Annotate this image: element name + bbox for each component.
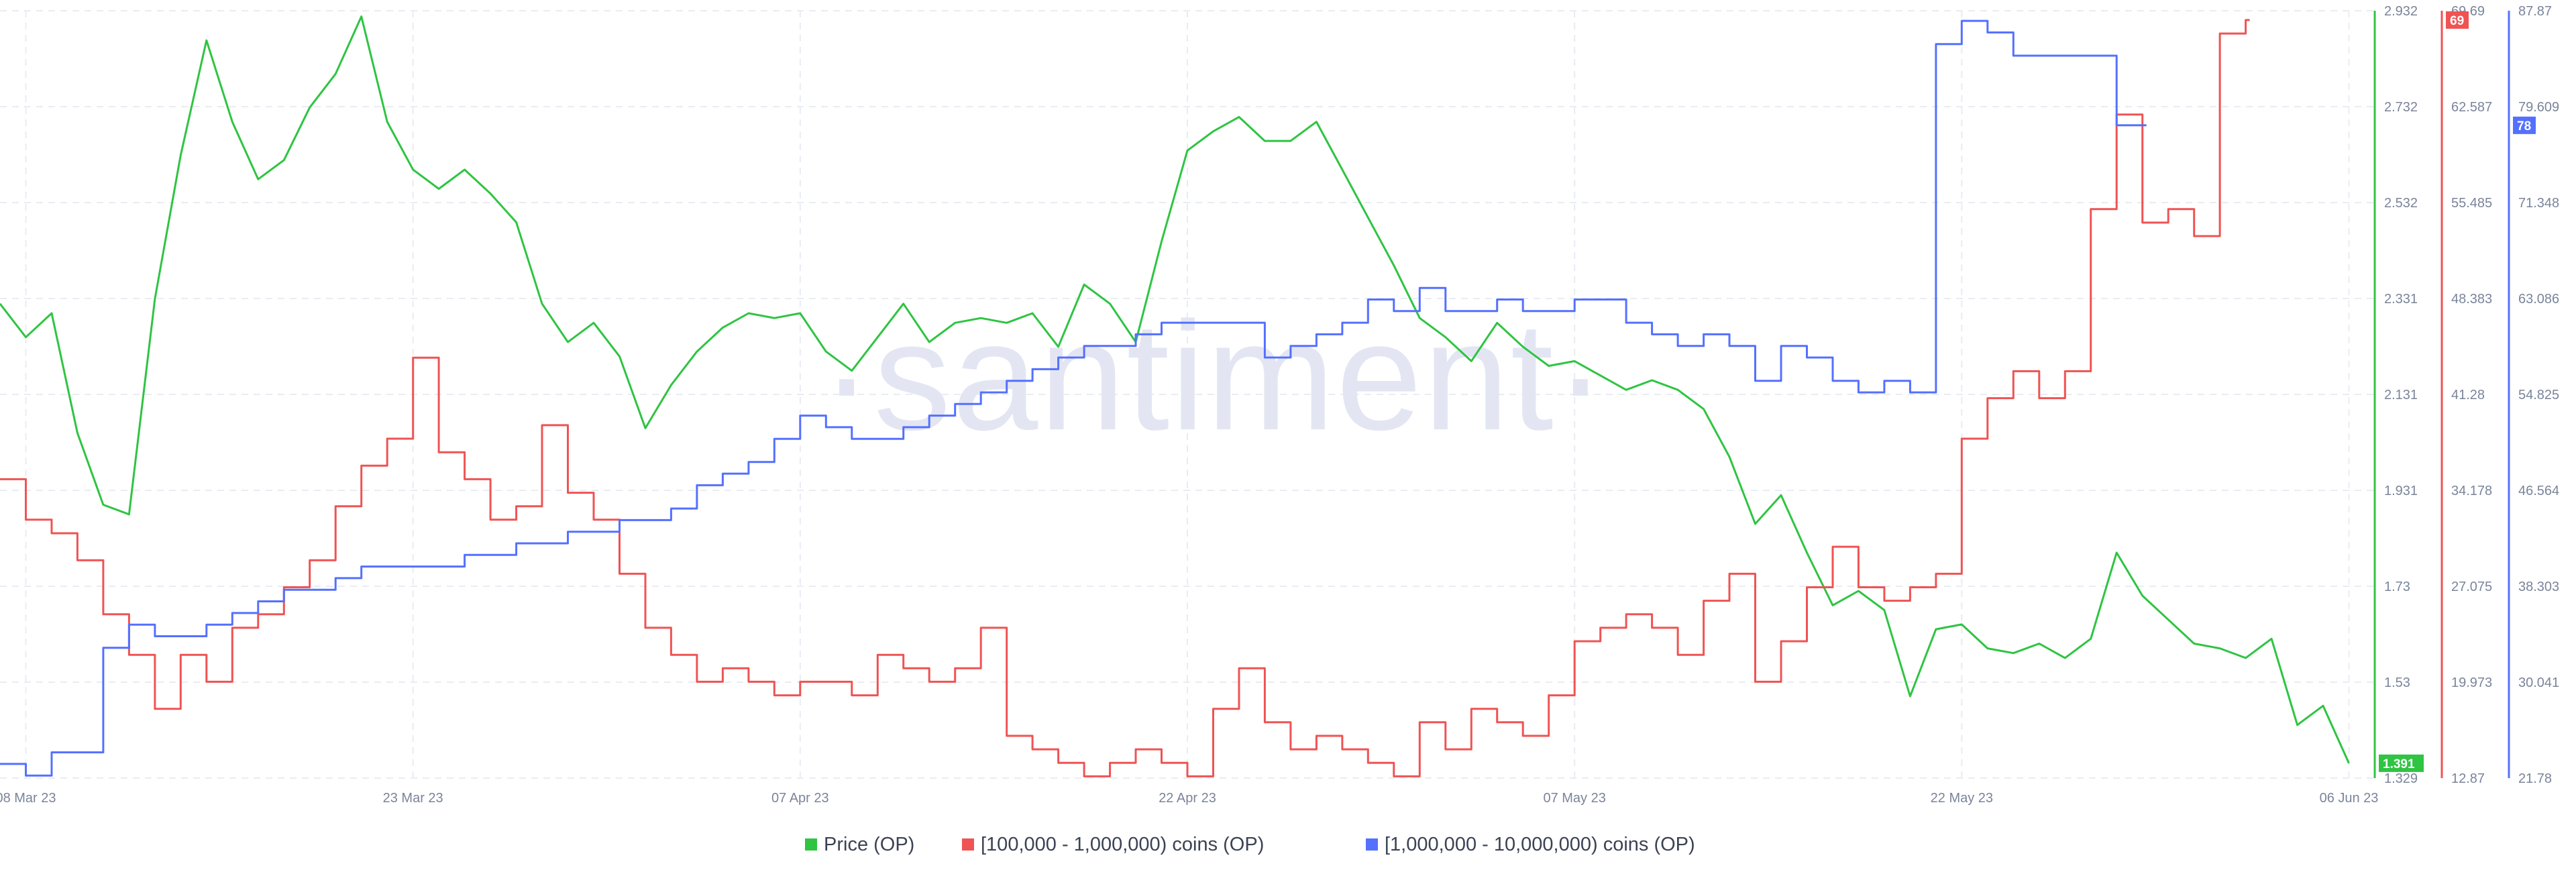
y-tick-label: 2.732 — [2384, 100, 2418, 115]
x-tick-label: 22 May 23 — [1931, 791, 1993, 806]
current-value-label: 1.391 — [2383, 757, 2415, 771]
legend-swatch[interactable] — [1366, 838, 1378, 851]
series-layer — [0, 15, 2350, 777]
current-value-label: 69 — [2450, 14, 2464, 28]
legend-swatch[interactable] — [805, 838, 817, 851]
y-tick-label: 48.383 — [2451, 292, 2492, 307]
axis-layer: 2.932 2.732 2.532 2.331 2.131 1.931 1.73 1.53 1.… — [2373, 4, 2559, 786]
y-tick-label: 54.825 — [2518, 388, 2559, 402]
y-tick-label: 1.931 — [2384, 484, 2418, 498]
y-tick-label: 12.87 — [2451, 771, 2485, 786]
y-tick-label: 30.041 — [2518, 675, 2559, 690]
y-tick-label: 79.609 — [2518, 100, 2559, 115]
y-tick-label: 38.303 — [2518, 580, 2559, 594]
y-tick-label: 34.178 — [2451, 484, 2492, 498]
y-tick-label: 27.075 — [2451, 580, 2492, 594]
series-line-3[interactable] — [0, 19, 2147, 777]
y-tick-label: 62.587 — [2451, 100, 2492, 115]
y-tick-label: 19.973 — [2451, 675, 2492, 690]
series-line-2[interactable] — [0, 19, 2250, 777]
current-value-badge — [2513, 116, 2536, 134]
y-tick-label: 2.331 — [2384, 292, 2418, 307]
current-value-label: 78 — [2517, 119, 2531, 133]
y-tick-label: 2.131 — [2384, 388, 2418, 402]
y-tick-label: 46.564 — [2518, 484, 2559, 498]
current-value-badge — [2446, 11, 2469, 29]
x-axis: 08 Mar 23 23 Mar 23 07 Apr 23 22 Apr 23 07 M… — [0, 791, 2378, 806]
x-tick-label: 07 Apr 23 — [771, 791, 829, 806]
y-tick-label: 71.348 — [2518, 196, 2559, 211]
y-tick-label: 41.28 — [2451, 388, 2485, 402]
legend-item-label[interactable]: [1,000,000 - 10,000,000) coins (OP) — [1385, 834, 1695, 855]
y-tick-label: 87.87 — [2518, 4, 2552, 19]
x-tick-label: 06 Jun 23 — [2320, 791, 2379, 806]
y-tick-label: 2.532 — [2384, 196, 2418, 211]
x-tick-label: 07 May 23 — [1543, 791, 1605, 806]
watermark: ·santiment· — [821, 290, 1607, 462]
x-tick-label: 23 Mar 23 — [383, 791, 443, 806]
y-tick-label: 1.73 — [2384, 580, 2410, 594]
current-value-badge — [2379, 754, 2424, 772]
legend[interactable]: Price (OP) [100,000 - 1,000,000) coins (O… — [805, 834, 1695, 855]
y-tick-label: 1.329 — [2384, 771, 2418, 786]
x-tick-label: 22 Apr 23 — [1159, 791, 1216, 806]
legend-item-label[interactable]: [100,000 - 1,000,000) coins (OP) — [981, 834, 1264, 855]
y-tick-label: 21.78 — [2518, 771, 2552, 786]
legend-swatch[interactable] — [962, 838, 974, 851]
series-line-1[interactable] — [0, 15, 2350, 764]
x-tick-label: 08 Mar 23 — [0, 791, 56, 806]
y-tick-label: 2.932 — [2384, 4, 2418, 19]
y-tick-label: 63.086 — [2518, 292, 2559, 307]
y-tick-label: 1.53 — [2384, 675, 2410, 690]
grid — [0, 10, 2375, 779]
legend-item-label[interactable]: Price (OP) — [824, 834, 914, 855]
y-tick-label: 55.485 — [2451, 196, 2492, 211]
